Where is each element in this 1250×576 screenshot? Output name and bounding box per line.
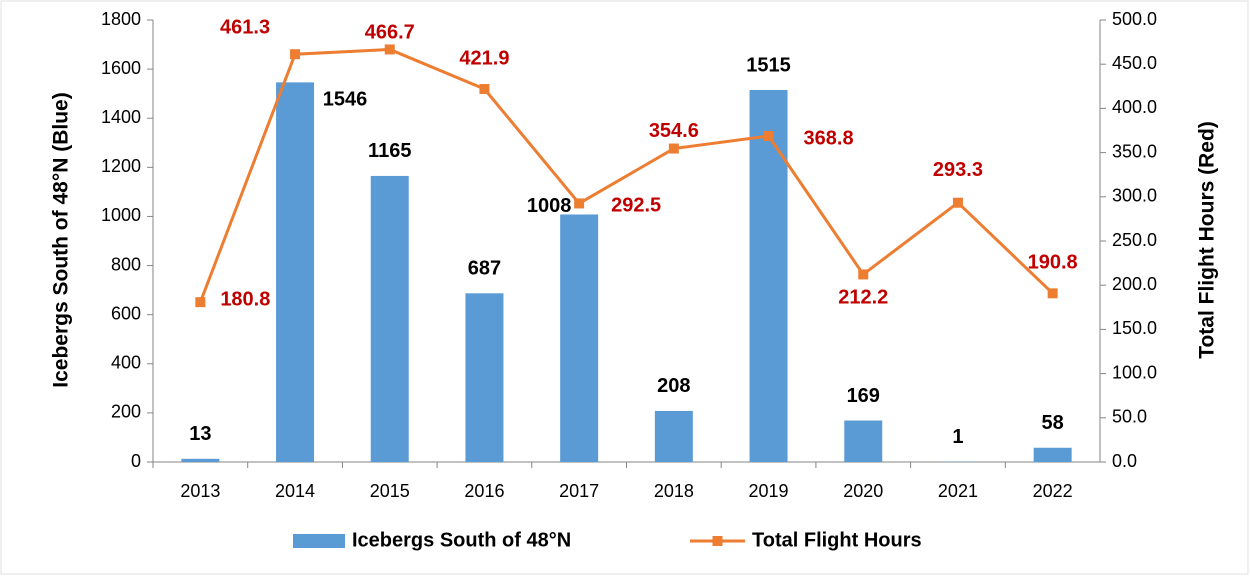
y-tick-label: 1800	[101, 9, 141, 29]
y2-tick-label: 250.0	[1112, 230, 1157, 250]
x-tick-label: 2019	[749, 481, 789, 501]
bar-value-label: 1008	[527, 195, 572, 217]
bar-value-label: 1165	[368, 140, 411, 162]
line-marker	[479, 84, 490, 95]
x-tick-label: 2015	[370, 481, 410, 501]
bar-value-label: 1546	[323, 89, 368, 111]
line-marker	[858, 269, 869, 280]
line-value-label: 466.7	[365, 22, 415, 44]
line-marker	[195, 297, 206, 308]
line-marker	[668, 143, 679, 154]
y-tick-label: 1400	[101, 107, 141, 127]
line-value-label: 461.3	[220, 16, 270, 38]
bar-value-label: 208	[657, 375, 690, 397]
line	[198, 47, 1054, 303]
line-marker	[952, 197, 963, 208]
y2-tick-label: 0.0	[1112, 451, 1137, 471]
bar	[844, 420, 883, 462]
y-tick-label: 1000	[101, 205, 141, 225]
line-marker	[1047, 288, 1058, 299]
line-value-label: 292.5	[611, 195, 661, 217]
y-tick-label: 800	[111, 254, 141, 274]
y2-tick-label: 500.0	[1112, 9, 1157, 29]
bar	[654, 410, 693, 462]
y2-tick-label: 450.0	[1112, 53, 1157, 73]
x-tick-label: 2018	[654, 481, 694, 501]
y2-axis-title: Total Flight Hours (Red)	[1196, 121, 1219, 359]
x-tick-label: 2016	[464, 481, 504, 501]
y2-tick-label: 150.0	[1112, 318, 1157, 338]
y-axis-title: Icebergs South of 48°N (Blue)	[50, 92, 73, 387]
bar-value-label: 1	[952, 426, 963, 448]
bar-value-label: 58	[1042, 412, 1064, 434]
x-tick-label: 2014	[275, 481, 315, 501]
line-value-label: 180.8	[220, 288, 270, 310]
line-marker	[384, 44, 395, 55]
y-tick-label: 200	[111, 402, 141, 422]
line-value-label: 212.2	[838, 287, 888, 309]
y-tick-label: 600	[111, 303, 141, 323]
y2-tick-label: 50.0	[1112, 407, 1147, 427]
y-tick-label: 400	[111, 353, 141, 373]
bar-value-label: 13	[189, 423, 211, 445]
line-value-label: 421.9	[459, 47, 509, 69]
line-value-label: 190.8	[1028, 252, 1078, 274]
legend-marker	[712, 536, 723, 546]
bar	[560, 214, 599, 462]
legend-swatch	[293, 534, 345, 548]
line-marker	[290, 49, 301, 60]
bar-value-label: 1515	[746, 54, 791, 76]
bar	[181, 458, 220, 462]
bar	[370, 175, 409, 462]
legend-label: Total Flight Hours	[752, 529, 922, 551]
line-marker	[574, 198, 585, 209]
line-value-label: 354.6	[649, 120, 699, 142]
y-tick-label: 0	[131, 451, 141, 471]
bar-value-label: 169	[847, 385, 880, 407]
legend-label: Icebergs South of 48°N	[352, 529, 571, 551]
y-tick-label: 1600	[101, 58, 141, 78]
y2-tick-label: 100.0	[1112, 362, 1157, 382]
y2-tick-label: 200.0	[1112, 274, 1157, 294]
y2-tick-label: 400.0	[1112, 97, 1157, 117]
bar	[1033, 447, 1072, 462]
line-value-label: 368.8	[804, 127, 854, 149]
bar	[465, 293, 504, 462]
y-tick-label: 1200	[101, 156, 141, 176]
bar	[276, 82, 315, 463]
bar	[749, 89, 788, 462]
x-tick-label: 2022	[1033, 481, 1073, 501]
line-value-label: 293.3	[933, 159, 983, 181]
x-tick-label: 2013	[180, 481, 220, 501]
x-tick-label: 2020	[843, 481, 883, 501]
x-tick-label: 2017	[559, 481, 599, 501]
y2-tick-label: 350.0	[1112, 141, 1157, 161]
y2-tick-label: 300.0	[1112, 186, 1157, 206]
x-tick-label: 2021	[938, 481, 978, 501]
line-marker	[763, 130, 774, 141]
bar-value-label: 687	[468, 258, 501, 280]
